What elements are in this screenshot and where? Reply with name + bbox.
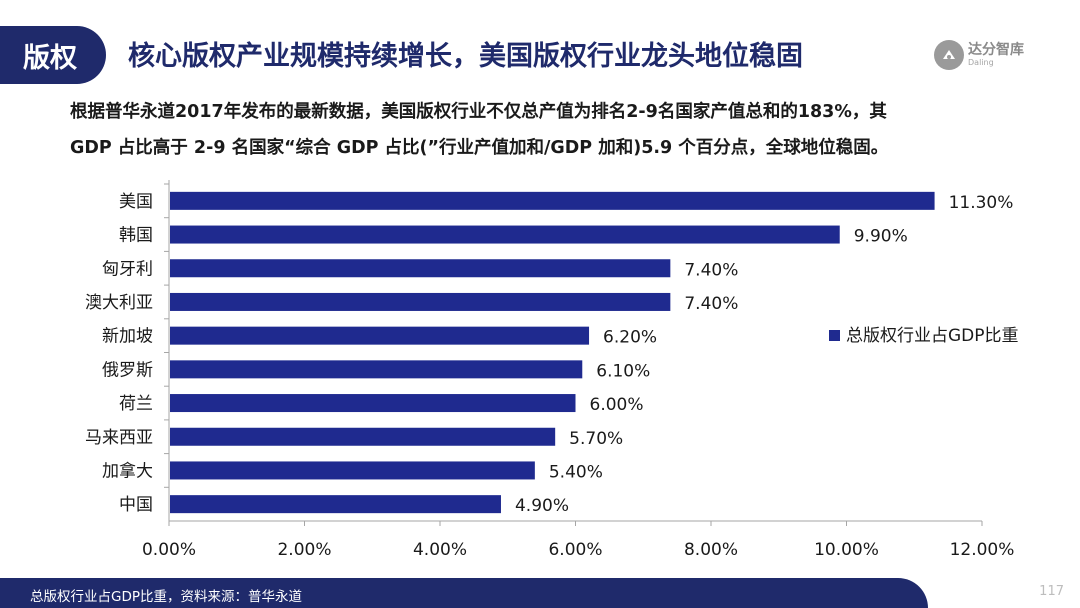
bar [170,225,840,244]
category-label: 加拿大 [102,460,153,481]
x-tick-label: 2.00% [277,540,331,560]
footer-source: 总版权行业占GDP比重，资料来源：普华永道 [30,589,302,605]
bar [170,495,501,514]
category-label: 匈牙利 [102,259,153,279]
footer-band [0,578,928,608]
bar [170,394,576,413]
data-label: 11.30% [949,193,1014,213]
data-label: 6.10% [596,361,650,381]
category-label: 荷兰 [119,394,153,414]
section-label: 版权 [23,42,77,74]
category-label: 新加坡 [102,327,153,347]
intro-paragraph: 根据普华永道2017年发布的最新数据，美国版权行业不仅总产值为排名2-9名国家产… [70,94,1060,166]
section-tab: 版权 [0,26,106,84]
bar [170,360,583,379]
x-tick-label: 12.00% [950,540,1015,560]
slide-title: 核心版权产业规模持续增长，美国版权行业龙头地位稳固 [128,41,803,72]
category-label: 澳大利亚 [85,293,153,313]
data-label: 6.20% [603,328,657,348]
bar [170,292,671,311]
data-label: 7.40% [684,260,738,280]
intro-line-1: 根据普华永道2017年发布的最新数据，美国版权行业不仅总产值为排名2-9名国家产… [70,102,887,122]
bar [170,326,590,345]
x-tick-label: 0.00% [142,540,196,560]
x-tick-label: 10.00% [814,540,879,560]
chart-legend: 总版权行业占GDP比重 [829,324,1026,348]
data-label: 5.40% [549,462,603,482]
bar [170,259,671,278]
category-label: 中国 [119,495,153,515]
logo: 达分智库 Daling [934,40,1024,70]
bar-chart: 0.00% 2.00% 4.00% 6.00% 8.00% 10.00% 12.00% 美国 1… [85,180,1015,560]
intro-line-2: GDP 占比高于 2-9 名国家“综合 GDP 占比(”行业产值加和/GDP 加… [70,138,889,158]
data-label: 7.40% [684,294,738,314]
data-label: 9.90% [854,227,908,247]
legend-label: 总版权行业占GDP比重 [846,326,1019,346]
data-label: 4.90% [515,496,569,516]
category-label: 韩国 [119,226,153,246]
bar [170,427,556,446]
category-label: 马来西亚 [85,428,153,448]
category-label: 俄罗斯 [102,360,153,380]
logo-icon [934,40,964,70]
x-tick-label: 4.00% [413,540,467,560]
page-number: 117 [1039,584,1064,599]
x-tick-label: 8.00% [684,540,738,560]
x-tick-label: 6.00% [548,540,602,560]
bar [170,191,935,210]
category-label: 美国 [119,192,153,212]
bar [170,461,535,480]
legend-swatch [829,330,840,341]
data-label: 6.00% [590,395,644,415]
logo-subtitle: Daling [968,58,994,67]
logo-name: 达分智库 [968,42,1024,58]
data-label: 5.70% [569,429,623,449]
